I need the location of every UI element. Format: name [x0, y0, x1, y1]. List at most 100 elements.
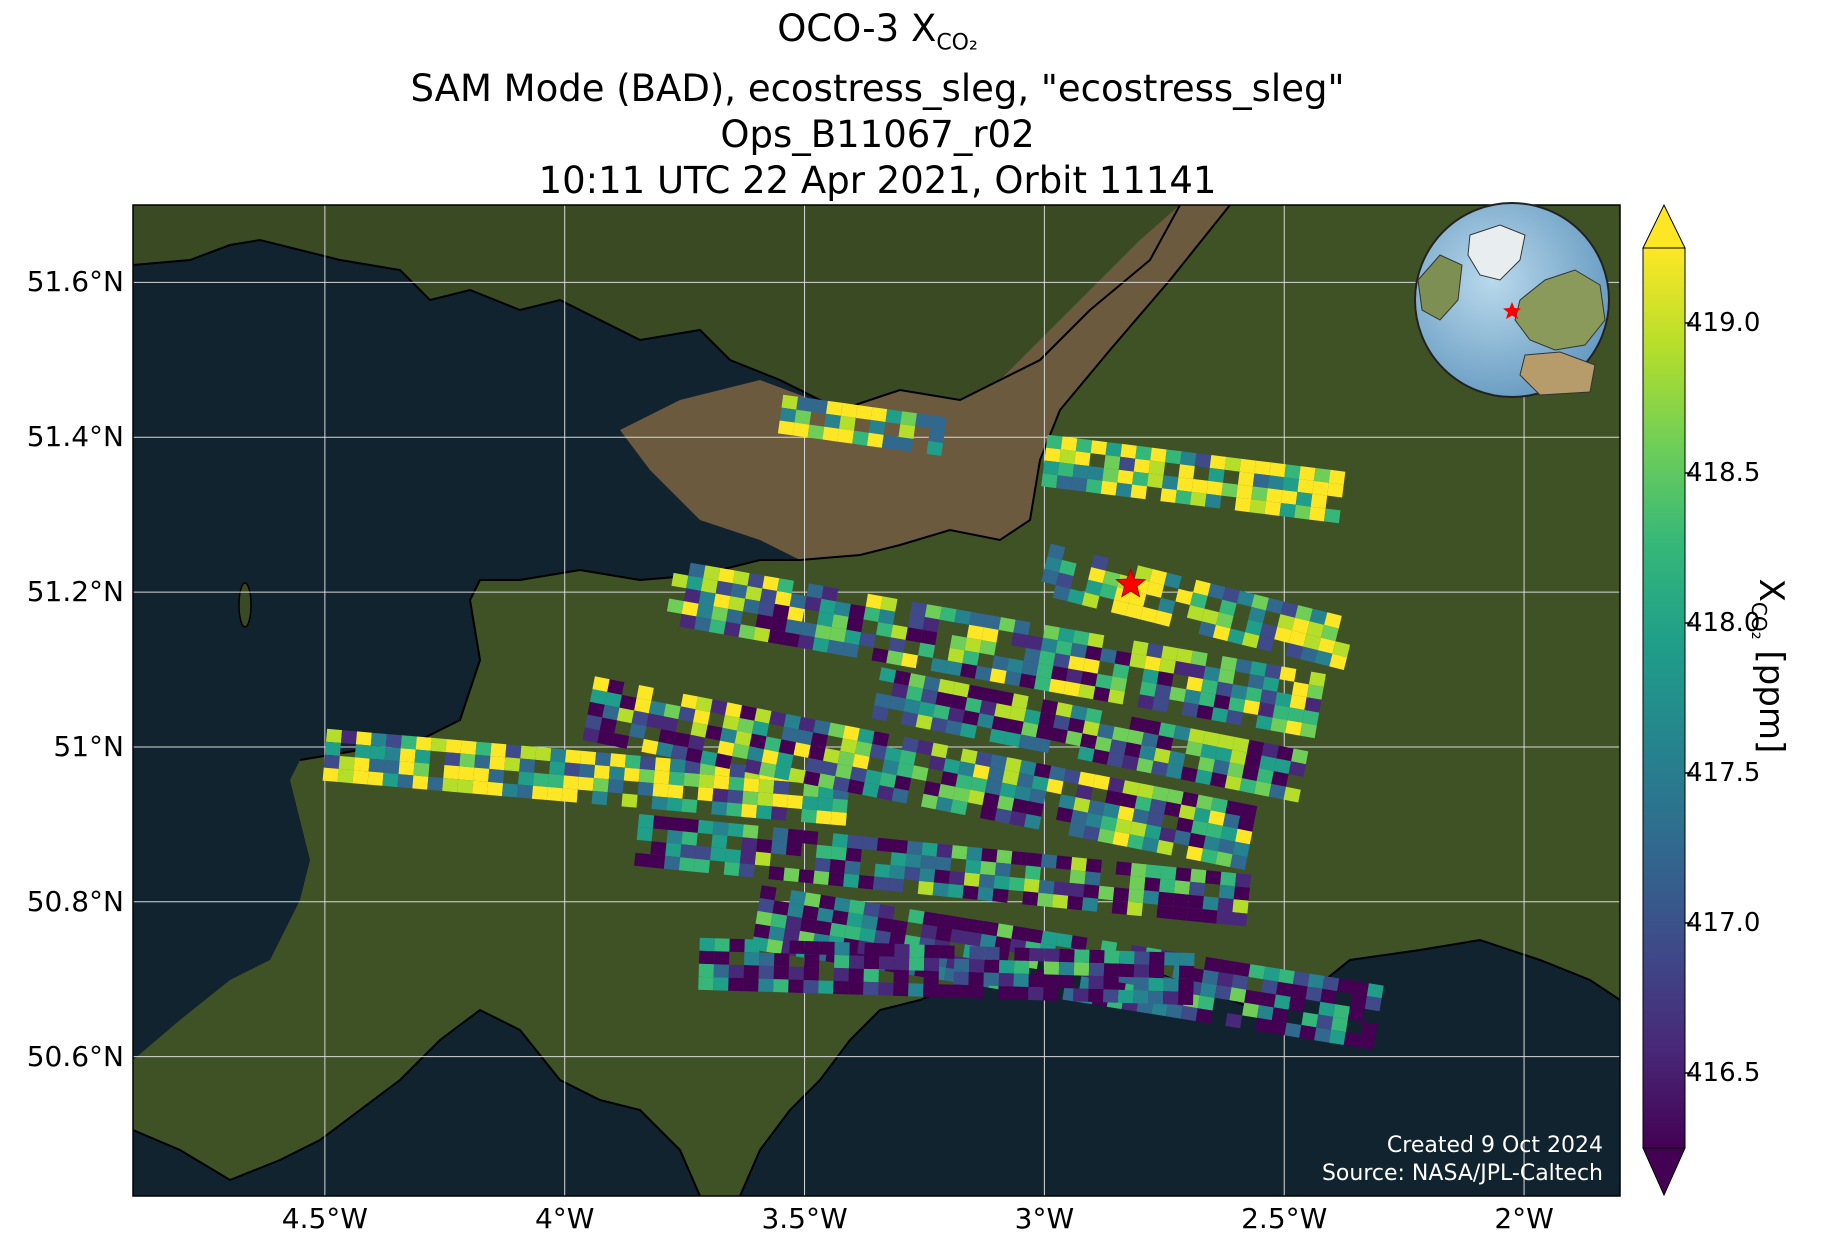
sounding-cell — [1222, 813, 1241, 829]
colorbar-tick-label: 418.5 — [1686, 458, 1761, 488]
sounding-cell — [712, 788, 729, 803]
sounding-cell — [932, 882, 949, 897]
colorbar-tick-label: 419.0 — [1686, 308, 1761, 338]
sounding-cell — [829, 859, 846, 874]
sounding-cell — [837, 750, 855, 767]
sounding-cell — [1014, 785, 1032, 802]
sounding-cell — [1004, 670, 1022, 687]
sounding-cell — [1276, 745, 1294, 762]
sounding-cell — [695, 696, 713, 713]
sounding-cell — [1171, 906, 1188, 921]
sounding-cell — [1175, 588, 1194, 605]
sounding-cell — [1004, 757, 1022, 773]
sounding-cell — [998, 973, 1014, 987]
sounding-cell — [636, 685, 654, 701]
sounding-cell — [1110, 676, 1128, 692]
sounding-cell — [1191, 479, 1209, 494]
sounding-cell — [1274, 692, 1292, 708]
sounding-cell — [1050, 727, 1068, 744]
sounding-cell — [1279, 666, 1297, 682]
sounding-cell — [700, 750, 718, 767]
sounding-cell — [666, 829, 683, 845]
sounding-cell — [772, 603, 790, 620]
sounding-cell — [1209, 455, 1227, 470]
sounding-cell — [783, 713, 801, 730]
sounding-cell — [1289, 694, 1307, 710]
sounding-cell — [1314, 1027, 1331, 1043]
sounding-cell — [607, 779, 624, 794]
sounding-cell — [1009, 811, 1027, 827]
sounding-cell — [1358, 1034, 1376, 1050]
sounding-cell — [981, 627, 999, 643]
colorbar-label: XCO₂ [ppm] — [1747, 578, 1791, 754]
sounding-cell — [1065, 668, 1083, 684]
sounding-cell — [634, 852, 651, 868]
sounding-cell — [787, 606, 805, 622]
sounding-cell — [1149, 798, 1167, 815]
sounding-cell — [1164, 952, 1180, 966]
sounding-cell — [1262, 676, 1280, 692]
sounding-cell — [905, 627, 923, 643]
title-line-2: SAM Mode (BAD), ecostress_sleg, "ecostre… — [410, 67, 1345, 111]
sounding-cell — [900, 711, 919, 727]
sounding-cell — [488, 768, 505, 784]
sounding-cell — [535, 746, 552, 762]
sounding-cell — [787, 828, 804, 844]
sounding-cell — [1278, 968, 1295, 985]
sounding-cell — [1011, 693, 1029, 709]
sounding-cell — [863, 901, 881, 918]
sounding-cell — [1068, 655, 1085, 672]
sounding-cell — [564, 762, 580, 777]
title-line-1: OCO-3 XCO₂ — [777, 7, 978, 56]
sounding-cell — [1220, 871, 1237, 887]
sounding-cell — [682, 818, 699, 833]
sounding-cell — [1322, 976, 1340, 992]
sounding-cell — [981, 921, 999, 937]
sounding-cell — [814, 857, 831, 873]
sounding-cell — [950, 694, 968, 711]
sounding-cell — [697, 819, 714, 835]
sounding-cell — [828, 872, 845, 887]
sounding-cell — [980, 861, 997, 876]
sounding-cell — [778, 739, 796, 755]
sounding-cell — [1300, 646, 1318, 663]
sounding-cell — [1053, 653, 1071, 669]
sounding-cell — [1347, 1006, 1365, 1022]
sounding-cell — [1208, 810, 1226, 826]
sounding-cell — [430, 737, 447, 753]
sounding-cell — [1011, 798, 1029, 814]
sounding-cell — [1176, 817, 1194, 833]
sounding-cell — [1321, 624, 1339, 642]
sounding-cell — [1151, 760, 1169, 777]
sounding-cell — [1279, 503, 1296, 518]
sounding-cell — [1058, 794, 1076, 810]
sounding-cell — [413, 762, 430, 777]
sounding-cell — [727, 789, 744, 804]
sounding-cell — [370, 732, 387, 747]
map-area[interactable] — [133, 205, 1620, 1196]
sounding-cell — [774, 953, 790, 967]
sounding-cell — [1180, 451, 1197, 467]
sounding-cell — [888, 637, 906, 653]
sounding-cell — [703, 565, 721, 581]
sounding-cell — [864, 942, 880, 957]
sounding-cell — [751, 720, 770, 737]
sounding-cell — [939, 606, 957, 623]
sounding-cell — [667, 784, 684, 799]
sounding-cell — [712, 821, 729, 836]
sounding-cell — [1307, 973, 1325, 989]
sounding-cell — [932, 704, 951, 720]
sounding-cell — [427, 776, 444, 791]
sounding-cell — [758, 965, 774, 980]
sounding-cell — [1237, 816, 1255, 832]
sounding-cell — [792, 422, 810, 438]
sounding-cell — [666, 797, 683, 812]
globe-inset — [1414, 202, 1610, 398]
sounding-cell — [909, 944, 925, 958]
sounding-cell — [1154, 610, 1173, 627]
sounding-cell — [952, 786, 971, 803]
sounding-cell — [729, 763, 746, 778]
sounding-cell — [1134, 795, 1152, 812]
sounding-cell — [1075, 784, 1093, 800]
sounding-cell — [848, 604, 866, 620]
